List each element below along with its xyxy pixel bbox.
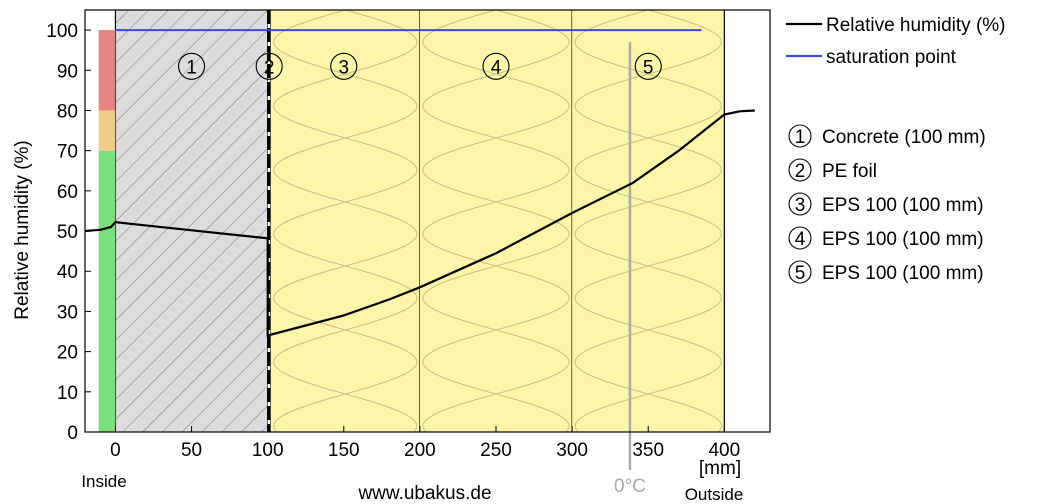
layer-label-circle	[482, 52, 510, 80]
legend-entry-2: saturation point	[826, 47, 957, 68]
layer-label-number: 2	[264, 57, 275, 78]
insulation-wave	[574, 9, 722, 433]
y-tick-label: 40	[57, 262, 78, 283]
x-tick-label: 50	[181, 440, 202, 461]
layer-legend-name: EPS 100 (100 mm)	[822, 229, 984, 250]
layer-label-circle	[330, 52, 358, 80]
layer-label-number: 5	[643, 57, 654, 78]
layer-legend-name: PE foil	[822, 161, 877, 182]
layer-legend-circle	[788, 124, 812, 148]
rh-scale-segment	[98, 30, 116, 111]
layer-legend-item-2: 2 PE foil	[788, 158, 877, 182]
layer-legend-name: Concrete (100 mm)	[822, 127, 986, 148]
layer-legend-item-3: 3 EPS 100 (100 mm)	[788, 192, 984, 216]
layer-legend-number: 4	[795, 229, 806, 250]
layer-legend-number: 5	[795, 263, 806, 284]
layer-legend-item-4: 4 EPS 100 (100 mm)	[788, 226, 984, 250]
layer-5-pattern	[574, 9, 722, 433]
insulation-wave	[574, 9, 722, 433]
layer-legend-circle	[788, 260, 812, 284]
y-tick-label: 90	[57, 61, 78, 82]
layer-legend-circle	[788, 226, 812, 250]
x-axis-unit: [mm]	[699, 458, 741, 479]
layer-label-5: 5	[634, 52, 662, 80]
y-tick-label: 100	[46, 21, 78, 42]
y-tick-label: 60	[57, 182, 78, 203]
layer-legend-number: 2	[795, 161, 806, 182]
y-tick-label: 0	[67, 423, 78, 444]
y-tick-label: 10	[57, 383, 78, 404]
x-tick-label: 0	[110, 440, 121, 461]
layer-label-4: 4	[482, 52, 510, 80]
series-lines	[84, 29, 755, 337]
y-tick-label: 20	[57, 343, 78, 364]
legend-entry-1: Relative humidity (%)	[826, 15, 1006, 36]
axes: 0 50 100 150 200 250 300 350 400 0 10 20 30 40 50 60 70 8…	[46, 9, 771, 461]
layer-label-number: 3	[338, 57, 349, 78]
layer-number-labels: 1 2 3 4 5	[178, 52, 662, 80]
layer-legend-name: EPS 100 (100 mm)	[822, 195, 984, 216]
x-tick-label: 250	[480, 440, 512, 461]
series-line-relative-humidity	[84, 109, 755, 337]
insulation-wave	[422, 9, 570, 433]
layer-4-insulation	[419, 10, 573, 432]
insulation-wave	[273, 9, 418, 433]
layer-label-1: 1	[178, 52, 206, 80]
wall-layers	[114, 9, 725, 433]
legend: Relative humidity (%) saturation point 1 Co…	[786, 15, 1006, 284]
x-tick-label: 200	[404, 440, 436, 461]
rh-scale-segment	[98, 110, 116, 151]
x-tick-label: 400	[708, 440, 740, 461]
layer-legend-number: 1	[795, 127, 806, 148]
layer-1-concrete	[115, 10, 268, 432]
layer-legend-item-5: 5 EPS 100 (100 mm)	[788, 260, 984, 284]
insulation-wave	[273, 9, 418, 433]
y-tick-label: 80	[57, 101, 78, 122]
layer-legend-name: EPS 100 (100 mm)	[822, 263, 984, 284]
x-tick-label: 300	[556, 440, 588, 461]
rh-scale-bar	[98, 30, 116, 432]
plot-frame	[84, 9, 771, 433]
x-tick-label: 100	[252, 440, 284, 461]
layer-label-circle	[178, 52, 206, 80]
x-tick-label: 150	[328, 440, 360, 461]
y-axis-label: Relative humidity (%)	[12, 140, 33, 320]
layer-3-pattern	[273, 9, 418, 433]
zero-degree-marker: 0°C	[614, 42, 646, 497]
zero-degree-label: 0°C	[614, 476, 646, 497]
x-tick-label: 350	[632, 440, 664, 461]
outside-label: Outside	[685, 485, 744, 504]
layer-legend-circle	[788, 192, 812, 216]
layer-legend-circle	[788, 158, 812, 182]
rh-scale-segment	[98, 150, 116, 432]
layer-label-number: 4	[491, 57, 502, 78]
y-tick-label: 70	[57, 142, 78, 163]
watermark: www.ubakus.de	[357, 483, 491, 504]
layer-legend-item-1: 1 Concrete (100 mm)	[788, 124, 986, 148]
layer-3-insulation	[270, 10, 420, 432]
layer-label-3: 3	[330, 52, 358, 80]
y-tick-label: 50	[57, 222, 78, 243]
y-tick-label: 30	[57, 302, 78, 323]
layer-label-2: 2	[255, 52, 283, 80]
inside-label: Inside	[81, 472, 126, 491]
layer-label-circle	[634, 52, 662, 80]
layer-legend-number: 3	[795, 195, 806, 216]
layer-label-number: 1	[186, 57, 197, 78]
layer-label-circle	[255, 52, 283, 80]
layer-5-insulation	[572, 10, 725, 432]
